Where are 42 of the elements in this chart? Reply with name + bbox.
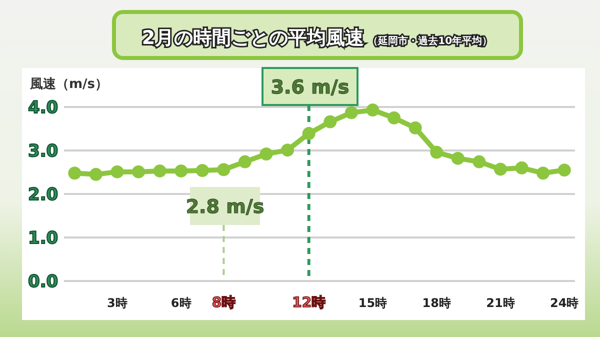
chart-subtitle: （延岡市・過去10年平均） <box>368 35 492 47</box>
point <box>217 163 230 176</box>
ref-line-label: 2.8 m/s <box>186 196 264 218</box>
point <box>260 147 273 160</box>
point <box>302 127 316 140</box>
point <box>153 164 166 178</box>
x-tick-label: 6時 <box>170 296 192 310</box>
point <box>132 165 146 178</box>
point <box>558 164 571 177</box>
chart-title: 2月の時間ごとの平均風速 <box>142 27 364 49</box>
point <box>174 164 188 178</box>
point <box>408 121 422 134</box>
x-tick-label: 18時 <box>422 296 451 310</box>
y-axis-title: 風速（m/s） <box>29 77 108 92</box>
point <box>451 152 464 165</box>
point <box>196 164 209 178</box>
x-tick-label: 15時 <box>358 296 388 310</box>
point <box>324 115 337 128</box>
x-tick-label: 8時 <box>212 295 236 311</box>
point <box>472 155 486 168</box>
point <box>515 161 528 174</box>
y-tick-label: 0.0 <box>28 272 58 292</box>
x-tick-label: 12時 <box>292 295 326 311</box>
point <box>536 166 550 180</box>
point <box>430 146 444 159</box>
y-tick-label: 1.0 <box>28 228 58 248</box>
point <box>89 168 102 181</box>
y-tick-label: 4.0 <box>28 98 58 118</box>
point <box>388 111 401 124</box>
point <box>110 165 124 178</box>
x-tick-label: 21時 <box>486 296 515 310</box>
x-tick-label: 24時 <box>550 296 579 310</box>
y-tick-label: 3.0 <box>28 142 58 162</box>
ref-line-label: 3.6 m/s <box>270 76 350 98</box>
point <box>238 155 252 168</box>
point <box>494 162 507 176</box>
point <box>281 144 294 157</box>
point <box>366 104 380 117</box>
point <box>344 106 358 120</box>
y-tick-label: 2.0 <box>28 185 58 205</box>
point <box>68 166 82 180</box>
x-tick-label: 3時 <box>107 296 128 310</box>
